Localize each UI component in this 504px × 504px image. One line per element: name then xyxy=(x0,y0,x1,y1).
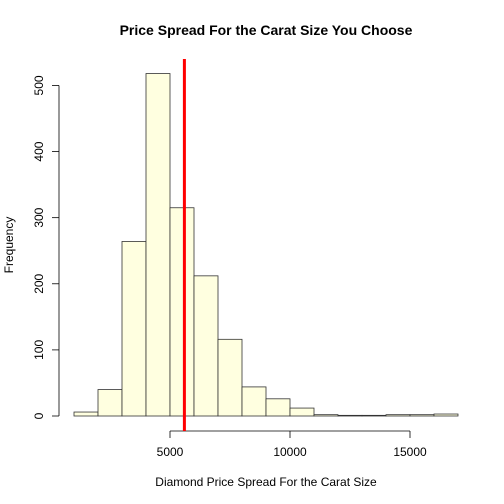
y-axis: 0 100 200 300 400 500 xyxy=(32,75,60,419)
x-axis-label: Diamond Price Spread For the Carat Size xyxy=(155,475,377,489)
x-axis: 5000 10000 15000 xyxy=(157,430,427,459)
y-axis-label: Frequency xyxy=(2,217,16,274)
histogram-bar xyxy=(265,398,291,417)
histogram-bar xyxy=(193,275,219,417)
histogram-bar xyxy=(145,73,171,417)
histogram-bar xyxy=(313,414,339,417)
y-tick-label: 200 xyxy=(32,273,46,293)
histogram-bar xyxy=(289,407,315,417)
histogram-bar xyxy=(121,241,147,417)
histogram-bar xyxy=(385,414,411,417)
histogram-bar xyxy=(409,414,435,417)
chart-title: Price Spread For the Carat Size You Choo… xyxy=(120,22,413,38)
histogram-bar xyxy=(433,413,459,417)
y-tick-label: 500 xyxy=(32,75,46,95)
x-tick-label: 10000 xyxy=(273,445,307,459)
y-tick-label: 300 xyxy=(32,207,46,227)
histogram-bar xyxy=(241,386,267,417)
histogram-bar xyxy=(361,414,387,417)
x-tick-label: 15000 xyxy=(393,445,427,459)
y-tick-label: 400 xyxy=(32,141,46,161)
bars-group xyxy=(73,73,459,417)
histogram-bar xyxy=(169,207,195,417)
histogram-bar xyxy=(337,414,363,417)
histogram-bar xyxy=(73,411,99,417)
histogram-bar xyxy=(97,389,123,417)
y-tick-label: 0 xyxy=(32,412,46,419)
x-tick-label: 5000 xyxy=(157,445,184,459)
y-tick-label: 100 xyxy=(32,340,46,360)
histogram-bar xyxy=(217,338,243,417)
